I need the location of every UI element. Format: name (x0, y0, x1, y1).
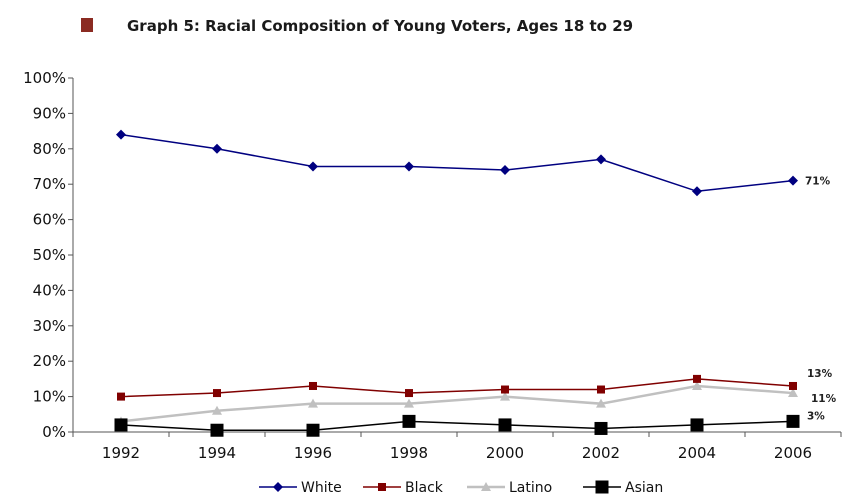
legend-marker-asian (595, 480, 609, 494)
data-point-asian (594, 421, 608, 435)
data-point-black (117, 392, 125, 401)
x-tick-label: 2006 (774, 444, 812, 462)
data-point-black (213, 389, 221, 398)
data-point-white (788, 175, 798, 186)
data-point-black (501, 385, 509, 394)
end-label-asian: 3% (807, 410, 825, 422)
x-tick-label: 2004 (678, 444, 716, 462)
data-point-white (692, 186, 702, 197)
legend-marker-black (378, 483, 386, 491)
y-tick-label: 40% (33, 281, 66, 299)
data-point-asian (402, 414, 416, 428)
y-tick-label: 80% (33, 140, 66, 158)
series-line-white (120, 133, 794, 193)
y-tick-label: 100% (23, 69, 66, 87)
data-point-latino (212, 405, 222, 415)
y-tick-label: 20% (33, 352, 66, 370)
axes: 0% 10% 20% 30% 40% 50% 60% 70% 80% 90% 100% 1992 199… (23, 69, 842, 462)
legend-label-black: Black (405, 480, 444, 496)
x-tick-label: 1996 (294, 444, 332, 462)
y-tick-label: 90% (33, 104, 66, 122)
data-point-white (116, 129, 126, 140)
data-point-white (596, 154, 606, 165)
chart-title: Graph 5: Racial Composition of Young Vot… (127, 17, 633, 35)
series-line-asian (120, 420, 794, 431)
data-point-black (597, 385, 605, 394)
data-point-white (404, 161, 414, 172)
data-point-black (789, 381, 797, 390)
data-point-latino (404, 398, 414, 408)
x-tick-label: 2000 (486, 444, 524, 462)
data-point-latino (308, 398, 318, 408)
y-tick-label: 30% (33, 317, 66, 335)
data-point-latino (596, 398, 606, 408)
x-tick-label: 2002 (582, 444, 620, 462)
data-point-latino (500, 391, 510, 401)
end-label-white: 71% (805, 176, 831, 188)
y-tick-label: 10% (33, 388, 66, 406)
y-tick-label: 60% (33, 211, 66, 229)
data-point-asian (498, 418, 512, 432)
end-label-latino: 11% (811, 393, 837, 405)
data-point-white (308, 161, 318, 172)
series-layer (114, 129, 800, 437)
legend-marker-latino (481, 482, 491, 491)
legend: White Black Latino Asian (259, 480, 663, 496)
legend-label-asian: Asian (625, 480, 663, 496)
data-point-asian (306, 423, 320, 437)
data-point-white (212, 143, 222, 154)
legend-label-latino: Latino (509, 480, 552, 496)
x-tick-label: 1992 (102, 444, 140, 462)
data-point-latino (788, 388, 798, 398)
data-point-asian (210, 423, 224, 437)
series-line-black (120, 378, 794, 398)
data-point-latino (692, 380, 702, 390)
x-tick-label: 1998 (390, 444, 428, 462)
y-tick-label: 50% (33, 246, 66, 264)
data-point-asian (114, 418, 128, 432)
title-marker-icon (81, 18, 93, 32)
legend-marker-white (273, 482, 283, 492)
data-point-black (693, 374, 701, 383)
end-label-black: 13% (807, 368, 833, 380)
data-point-white (500, 165, 510, 176)
y-tick-label: 0% (42, 423, 66, 441)
end-labels: 71% 13% 11% 3% (805, 176, 837, 423)
data-point-black (405, 389, 413, 398)
x-tick-label: 1994 (198, 444, 236, 462)
y-tick-label: 70% (33, 175, 66, 193)
data-point-black (309, 381, 317, 390)
data-point-asian (690, 418, 704, 432)
legend-label-white: White (301, 480, 342, 496)
data-point-asian (786, 414, 800, 428)
series-line-latino (120, 384, 794, 423)
